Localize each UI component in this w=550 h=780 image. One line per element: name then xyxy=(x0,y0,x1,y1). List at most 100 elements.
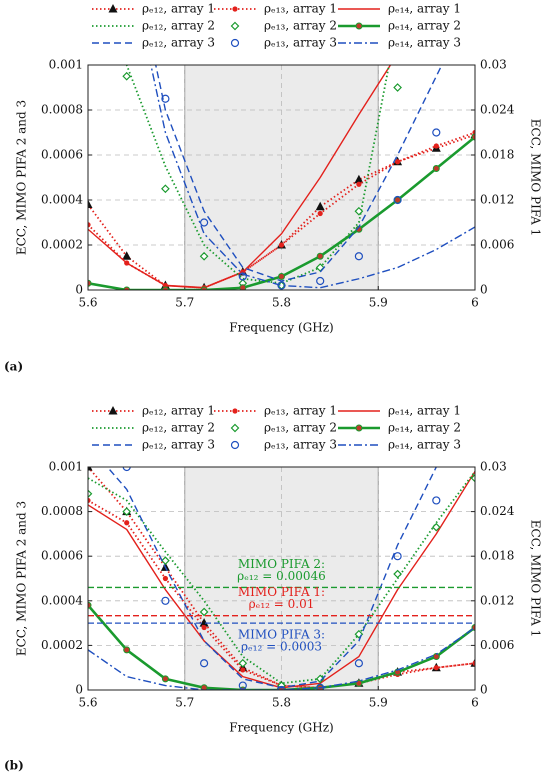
y-tick-label: 0 xyxy=(75,283,83,297)
marker xyxy=(88,497,91,504)
y2-axis-label: ECC, MIMO PIFA 1 xyxy=(529,119,543,237)
marker xyxy=(354,206,364,216)
x-tick-label: 5.7 xyxy=(175,696,194,710)
legend-label: ρₑ₁₃, array 2 xyxy=(264,421,337,435)
x-tick-label: 6 xyxy=(471,296,479,310)
legend-label: ρₑ₁₄, array 3 xyxy=(388,438,461,452)
x-tick-label: 5.6 xyxy=(78,296,97,310)
marker xyxy=(201,624,207,631)
marker xyxy=(472,660,475,666)
legend-label: ρₑ₁₄, array 1 xyxy=(388,2,461,16)
y2-tick-label: 0.03 xyxy=(480,58,507,72)
marker xyxy=(316,252,324,260)
y2-tick-label: 0.024 xyxy=(480,504,515,518)
marker xyxy=(471,133,475,141)
marker xyxy=(230,423,240,433)
marker xyxy=(88,601,92,609)
marker xyxy=(122,507,132,516)
x-axis-label: Frequency (GHz) xyxy=(229,721,333,735)
y-tick-label: 0.0008 xyxy=(41,504,83,518)
x-tick-label: 5.6 xyxy=(78,696,97,710)
marker xyxy=(122,251,132,260)
y2-tick-label: 0 xyxy=(480,683,488,697)
y2-tick-label: 0.006 xyxy=(480,638,514,652)
x-tick-label: 5.9 xyxy=(369,696,388,710)
marker xyxy=(161,286,169,290)
x-tick-label: 5.8 xyxy=(272,296,291,310)
threshold-text: ρₑ₁₂ = 0.00046 xyxy=(237,569,326,583)
marker xyxy=(162,575,168,582)
marker xyxy=(230,440,240,450)
marker xyxy=(88,199,93,208)
legend-label: ρₑ₁₃, array 3 xyxy=(264,36,337,50)
plot-area xyxy=(88,39,479,290)
marker xyxy=(393,552,402,561)
marker xyxy=(472,419,479,426)
marker xyxy=(433,665,439,671)
marker xyxy=(200,218,209,227)
threshold-text: ρₑ₁₂ = 0.01 xyxy=(249,597,315,611)
marker xyxy=(355,424,363,432)
marker xyxy=(88,279,92,287)
marker xyxy=(316,276,325,286)
y2-tick-label: 0.03 xyxy=(480,460,507,474)
y-tick-label: 0.0006 xyxy=(41,549,83,563)
x-axis-label: Frequency (GHz) xyxy=(229,321,333,335)
threshold-title: MIMO PIFA 1: xyxy=(238,585,325,599)
marker xyxy=(88,222,91,228)
marker xyxy=(85,352,92,359)
marker xyxy=(395,159,401,165)
x-tick-label: 5.9 xyxy=(369,296,388,310)
marker xyxy=(124,520,130,526)
y2-tick-label: 0.012 xyxy=(480,593,514,607)
series-line xyxy=(125,65,390,285)
marker xyxy=(278,242,285,248)
marker xyxy=(161,94,170,103)
marker xyxy=(230,21,240,31)
marker xyxy=(108,406,118,415)
y-tick-label: 0.0002 xyxy=(41,238,83,252)
marker xyxy=(472,39,479,46)
legend-label: ρₑ₁₄, array 3 xyxy=(388,36,461,50)
marker xyxy=(161,596,170,605)
legend-label: ρₑ₁₃, array 3 xyxy=(264,438,337,452)
marker xyxy=(161,556,170,566)
marker xyxy=(238,658,248,668)
marker xyxy=(356,181,362,187)
series-line xyxy=(88,65,392,289)
marker xyxy=(432,128,441,137)
y-axis-label: ECC, MIMO PIFA 2 and 3 xyxy=(15,501,29,656)
legend-label: ρₑ₁₃, array 2 xyxy=(264,19,337,33)
legend-label: ρₑ₁₂, array 1 xyxy=(142,404,215,418)
series-line xyxy=(88,499,475,689)
y2-tick-label: 0.018 xyxy=(480,549,514,563)
plot-frame xyxy=(87,64,476,291)
y2-tick-label: 0.012 xyxy=(480,193,514,207)
marker xyxy=(315,201,325,211)
legend-label: ρₑ₁₃, array 1 xyxy=(264,2,337,16)
threshold-title: MIMO PIFA 3: xyxy=(238,628,325,642)
y-tick-label: 0.001 xyxy=(49,460,83,474)
panel-label: (a) xyxy=(4,360,23,374)
marker xyxy=(161,184,170,194)
marker xyxy=(199,618,209,627)
marker xyxy=(277,685,286,690)
marker xyxy=(432,165,440,172)
plot-area xyxy=(85,352,479,690)
marker xyxy=(88,467,93,471)
y2-axis-label: ECC, MIMO PIFA 1 xyxy=(529,520,543,638)
marker xyxy=(240,667,246,673)
y-tick-label: 0.0004 xyxy=(41,593,83,607)
legend-label: ρₑ₁₂, array 1 xyxy=(142,2,215,16)
x-tick-label: 6 xyxy=(471,696,479,710)
y2-tick-label: 0 xyxy=(480,283,488,297)
y-tick-label: 0.0006 xyxy=(41,148,83,162)
x-tick-label: 5.7 xyxy=(175,296,194,310)
marker xyxy=(232,6,238,12)
marker xyxy=(393,195,402,205)
legend-label: ρₑ₁₂, array 3 xyxy=(142,36,215,50)
marker xyxy=(200,684,208,690)
marker xyxy=(354,659,363,668)
